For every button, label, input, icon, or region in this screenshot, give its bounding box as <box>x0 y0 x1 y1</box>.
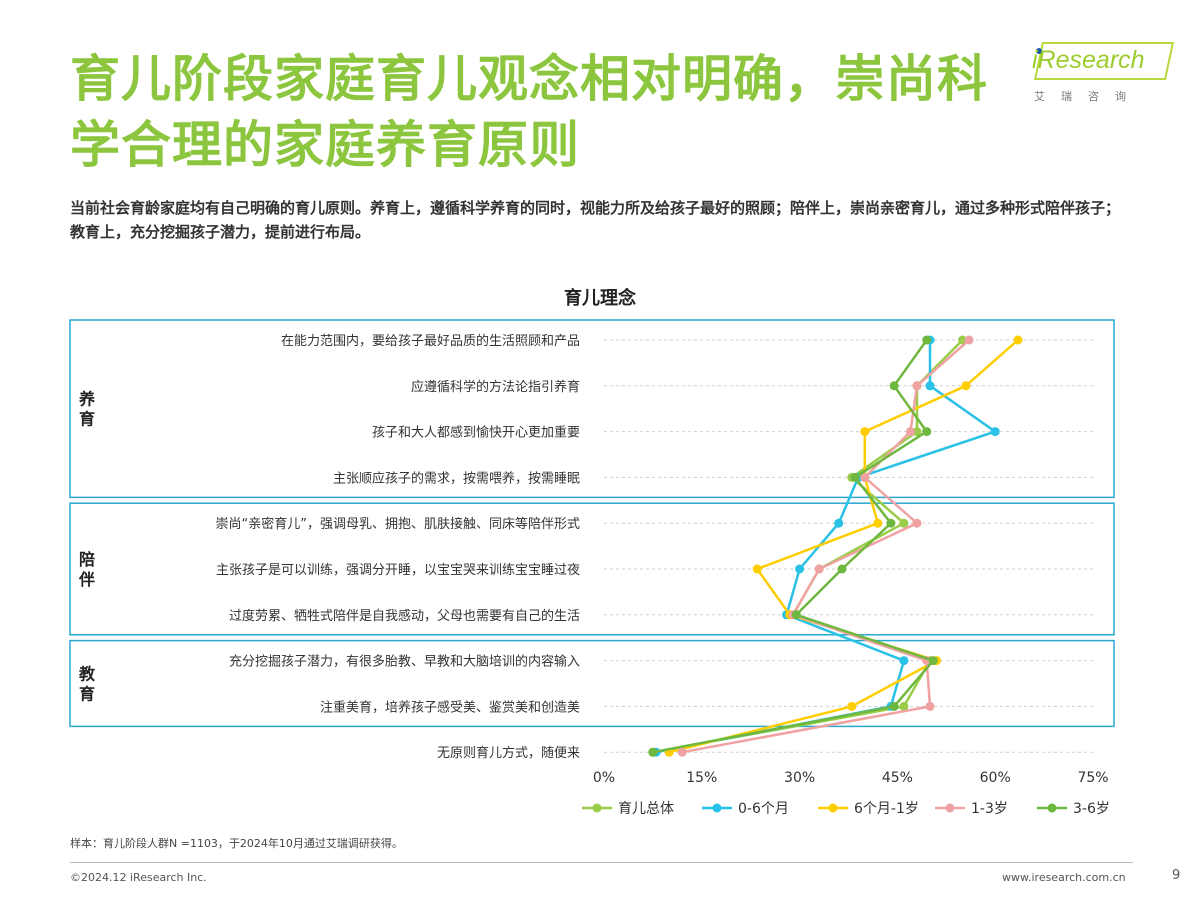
data-point-0-2 <box>912 427 922 437</box>
legend-marker-3 <box>945 803 955 813</box>
data-point-2-0 <box>1013 335 1023 345</box>
group-label-1-0: 陪 <box>79 550 95 569</box>
data-point-0-4 <box>899 518 909 528</box>
x-tick-label-4: 60% <box>980 770 1011 786</box>
group-box-2 <box>69 639 1115 728</box>
data-point-3-0 <box>964 335 974 345</box>
data-point-3-5 <box>814 564 824 574</box>
data-point-1-4 <box>834 518 844 528</box>
legend-label-3: 1-3岁 <box>971 801 1008 817</box>
data-point-4-0 <box>922 335 932 345</box>
data-point-2-2 <box>860 427 870 437</box>
data-point-4-5 <box>837 564 847 574</box>
category-label-2: 孩子和大人都感到愉快开心更加重要 <box>372 425 580 441</box>
category-label-7: 充分挖掘孩子潜力，有很多胎教、早教和大脑培训的内容输入 <box>229 654 580 670</box>
data-point-4-8 <box>889 701 899 711</box>
data-point-1-5 <box>795 564 805 574</box>
x-tick-label-3: 45% <box>882 770 913 786</box>
logo-dot <box>1036 48 1042 54</box>
data-point-0-8 <box>899 701 909 711</box>
series-line-2 <box>668 339 1019 754</box>
data-point-4-4 <box>886 518 896 528</box>
sample-note: 样本：育儿阶段人群N =1103，于2024年10月通过艾瑞调研获得。 <box>70 837 403 850</box>
website-url: www.iresearch.com.cn <box>1002 871 1126 884</box>
legend-marker-0 <box>592 803 602 813</box>
logo-subtitle: 艾瑞咨询 <box>1034 90 1142 103</box>
category-label-0: 在能力范围内，要给孩子最好品质的生活照顾和产品 <box>281 333 580 349</box>
legend-label-4: 3-6岁 <box>1073 801 1110 817</box>
category-label-1: 应遵循科学的方法论指引养育 <box>411 379 580 395</box>
chart-title: 育儿理念 <box>564 287 636 309</box>
group-label-2-1: 育 <box>79 685 95 704</box>
data-point-4-7 <box>928 656 938 666</box>
category-label-3: 主张顺应孩子的需求，按需喂养，按需睡眠 <box>333 470 580 486</box>
data-point-3-9 <box>677 747 687 757</box>
data-point-1-7 <box>899 656 909 666</box>
data-point-4-1 <box>889 381 899 391</box>
data-point-4-2 <box>922 427 932 437</box>
series-line-0 <box>652 339 964 754</box>
footer-divider <box>70 862 1133 863</box>
logo-word: iResearch <box>1032 46 1145 74</box>
group-label-0-0: 养 <box>78 390 96 409</box>
group-box-1 <box>69 502 1115 636</box>
legend-marker-2 <box>828 803 838 813</box>
data-point-2-4 <box>873 518 883 528</box>
data-point-1-2 <box>990 427 1000 437</box>
data-point-4-6 <box>791 610 801 620</box>
group-box-0 <box>69 319 1115 499</box>
group-label-0-1: 育 <box>79 410 95 429</box>
category-label-8: 注重美育，培养孩子感受美、鉴赏美和创造美 <box>320 699 580 715</box>
legend-label-1: 0-6个月 <box>738 801 789 817</box>
data-point-3-8 <box>925 701 935 711</box>
data-point-4-3 <box>850 472 860 482</box>
page-subtitle: 当前社会育龄家庭均有自己明确的育儿原则。养育上，遵循科学养育的同时，视能力所及给… <box>70 199 1121 241</box>
category-label-4: 崇尚“亲密育儿”，强调母乳、拥抱、肌肤接触、同床等陪伴形式 <box>216 516 580 532</box>
category-label-6: 过度劳累、牺牲式陪伴是自我感动，父母也需要有自己的生活 <box>229 608 580 624</box>
x-tick-label-1: 15% <box>686 770 717 786</box>
x-tick-label-0: 0% <box>593 770 615 786</box>
data-point-1-1 <box>925 381 935 391</box>
data-point-4-9 <box>648 747 658 757</box>
data-point-2-1 <box>961 381 971 391</box>
data-point-3-3 <box>860 472 870 482</box>
legend-label-0: 育儿总体 <box>618 801 674 817</box>
series-line-4 <box>652 339 935 754</box>
data-point-3-4 <box>912 518 922 528</box>
chart: 育儿理念养育陪伴教育在能力范围内，要给孩子最好品质的生活照顾和产品应遵循科学的方… <box>69 287 1115 817</box>
x-tick-label-2: 30% <box>784 770 815 786</box>
series-line-3 <box>681 339 970 754</box>
data-point-3-1 <box>912 381 922 391</box>
page-number: 9 <box>1172 868 1181 883</box>
category-label-9: 无原则育儿方式，随便来 <box>437 745 580 761</box>
legend-marker-1 <box>712 803 722 813</box>
category-label-5: 主张孩子是可以训练，强调分开睡，以宝宝哭来训练宝宝睡过夜 <box>216 563 580 578</box>
data-point-3-2 <box>905 427 915 437</box>
legend-marker-4 <box>1047 803 1057 813</box>
group-label-2-0: 教 <box>79 665 96 684</box>
group-label-1-1: 伴 <box>78 570 95 589</box>
page-title: 育儿阶段家庭育儿观念相对明确，崇尚科学合理的家庭养育原则 <box>70 50 988 174</box>
copyright: ©2024.12 iResearch Inc. <box>70 871 207 884</box>
data-point-2-8 <box>847 701 857 711</box>
data-point-2-5 <box>752 564 762 574</box>
series-line-1 <box>655 340 997 754</box>
iresearch-logo: iResearch 艾瑞咨询 <box>1030 38 1175 108</box>
legend-label-2: 6个月-1岁 <box>854 801 919 817</box>
x-tick-label-5: 75% <box>1077 770 1108 786</box>
